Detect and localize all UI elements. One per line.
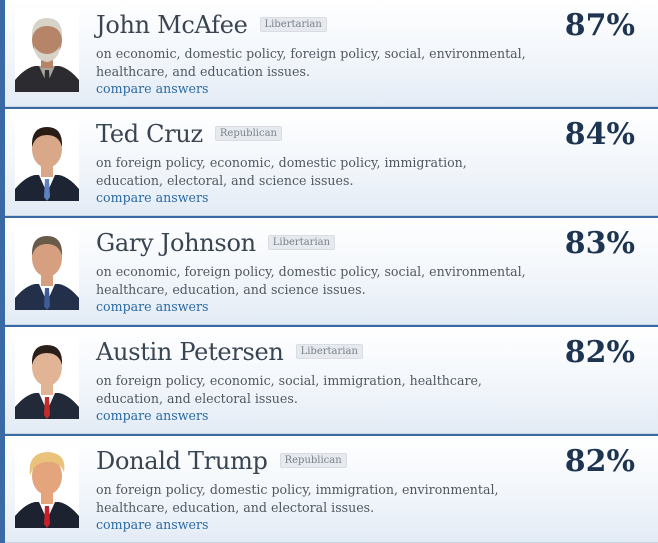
party-badge: Libertarian xyxy=(259,17,327,32)
avatar xyxy=(15,228,79,310)
candidate-card-donald-trump[interactable]: Donald Trump Republican on foreign policy… xyxy=(5,436,658,543)
compare-answers-link[interactable]: compare answers xyxy=(96,299,209,314)
issues-description: on economic, domestic policy, foreign po… xyxy=(96,46,526,79)
compare-answers-link[interactable]: compare answers xyxy=(96,408,209,423)
candidate-card-gary-johnson[interactable]: Gary Johnson Libertarian on economic, for… xyxy=(5,218,658,325)
candidate-card-john-mcafee[interactable]: John McAfee Libertarian on economic, dome… xyxy=(5,0,658,107)
compare-answers-link[interactable]: compare answers xyxy=(96,190,209,205)
avatar xyxy=(15,10,79,92)
issues-description: on foreign policy, economic, domestic po… xyxy=(96,155,467,188)
avatar xyxy=(15,337,79,419)
match-percentage: 82% xyxy=(564,335,635,370)
candidate-name: Gary Johnson Libertarian xyxy=(96,229,336,257)
party-badge: Libertarian xyxy=(267,235,336,250)
candidate-card-austin-petersen[interactable]: Austin Petersen Libertarian on foreign po… xyxy=(5,327,658,434)
party-badge: Libertarian xyxy=(295,344,363,359)
avatar xyxy=(15,446,79,528)
party-badge: Republican xyxy=(279,453,347,468)
candidate-card-ted-cruz[interactable]: Ted Cruz Republican on foreign policy, ec… xyxy=(5,109,658,216)
candidate-name: Donald Trump Republican xyxy=(96,447,347,475)
candidate-name: John McAfee Libertarian xyxy=(96,11,327,39)
issues-description: on foreign policy, domestic policy, immi… xyxy=(96,482,499,515)
compare-answers-link[interactable]: compare answers xyxy=(96,517,209,532)
issues-description: on foreign policy, economic, social, imm… xyxy=(96,373,482,406)
match-percentage: 82% xyxy=(564,444,635,479)
issues-description: on economic, foreign policy, domestic po… xyxy=(96,264,526,297)
candidate-name: Austin Petersen Libertarian xyxy=(96,338,363,366)
compare-answers-link[interactable]: compare answers xyxy=(96,81,209,96)
avatar xyxy=(15,119,79,201)
candidate-name: Ted Cruz Republican xyxy=(96,120,282,148)
candidate-match-list: John McAfee Libertarian on economic, dome… xyxy=(5,0,658,543)
match-percentage: 83% xyxy=(564,226,635,261)
party-badge: Republican xyxy=(214,126,282,141)
match-percentage: 84% xyxy=(564,117,635,152)
match-percentage: 87% xyxy=(564,8,635,43)
